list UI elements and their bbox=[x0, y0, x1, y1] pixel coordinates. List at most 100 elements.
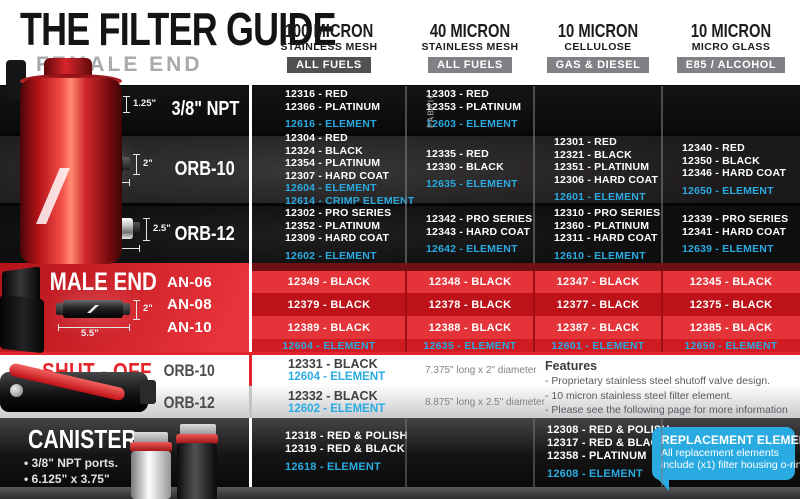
aeromotive-logo-mark bbox=[82, 99, 94, 108]
part-number: 12385 - BLACK bbox=[689, 321, 773, 334]
callout-title: REPLACEMENT ELEMENTS bbox=[661, 433, 800, 447]
female-cell: 12335 - RED 12330 - BLACK 12635 - ELEMENT bbox=[426, 136, 534, 203]
shut-off-size: 7.375" long x 2" diameter bbox=[425, 354, 540, 386]
part-number: 12389 - BLACK bbox=[287, 321, 371, 334]
canister-bullet: • 3/8" NPT ports. bbox=[24, 456, 118, 470]
female-cell: FABRIC 12303 - RED 12353 - PLATINUM 12603 -… bbox=[426, 86, 534, 133]
element-part-number: 12616 - ELEMENT bbox=[285, 118, 377, 131]
part-number: 12306 - HARD COAT bbox=[554, 173, 659, 186]
element-part-number: 12604 - ELEMENT bbox=[285, 182, 377, 194]
part-number: 12304 - RED bbox=[285, 132, 348, 144]
element-part-number: 12604 - ELEMENT bbox=[282, 339, 376, 352]
female-cell: 12301 - RED 12321 - BLACK 12351 - PLATINUM… bbox=[554, 136, 662, 203]
fabric-note: FABRIC bbox=[426, 91, 436, 128]
male-column-divider bbox=[405, 271, 407, 352]
male-cell: 12378 - BLACK bbox=[406, 293, 534, 316]
filter-photo-red: 1.25" 3.5" bbox=[56, 96, 160, 137]
callout-text-line: All replacement elements bbox=[661, 447, 779, 459]
part-number: 12342 - PRO SERIES bbox=[426, 213, 533, 226]
filter-end-cap bbox=[111, 98, 120, 109]
part-number: 12303 - RED bbox=[426, 88, 489, 101]
bottom-strip bbox=[0, 487, 800, 499]
feature-item: - Please see the following page for more… bbox=[545, 404, 788, 416]
part-number: 12358 - PLATINUM bbox=[547, 449, 647, 462]
part-number: 12311 - HARD COAT bbox=[554, 232, 658, 244]
male-cell: 12347 - BLACK bbox=[534, 271, 662, 293]
part-number: 12330 - BLACK bbox=[426, 160, 504, 173]
length-dimension-label: 3.5" bbox=[76, 121, 94, 132]
callout-tail bbox=[656, 477, 669, 491]
female-cell: 12340 - RED 12350 - BLACK 12346 - HARD COA… bbox=[682, 136, 800, 203]
height-dimension-label: 2" bbox=[143, 157, 153, 169]
part-number: 12309 - HARD COAT bbox=[285, 232, 390, 244]
male-stripe bbox=[252, 316, 800, 339]
shut-off-cell: 12331 - BLACK 12604 - ELEMENT bbox=[288, 354, 418, 386]
canister-column-divider bbox=[405, 418, 407, 487]
male-column-divider bbox=[661, 271, 663, 352]
length-dimension-label: 5.5" bbox=[81, 183, 99, 194]
column-title: 40 MICRON bbox=[429, 21, 511, 41]
part-number: 12302 - PRO SERIES bbox=[285, 207, 392, 219]
part-number: 12321 - BLACK bbox=[554, 148, 632, 161]
element-part-number: 12602 - ELEMENT bbox=[288, 402, 386, 415]
label-column-divider-bottom bbox=[249, 418, 252, 487]
filter-end-cap bbox=[131, 221, 140, 236]
male-end-top-band bbox=[252, 263, 800, 271]
part-number: 12377 - BLACK bbox=[556, 298, 640, 311]
shut-off-cell: 12332 - BLACK 12602 - ELEMENT bbox=[288, 386, 418, 418]
male-end-title: MALE END bbox=[49, 268, 157, 296]
female-row-orb-10: ORB-10 2" 5.5" 12304 - RED 12324 - BLACK 1235… bbox=[0, 132, 800, 207]
part-number: 12388 - BLACK bbox=[428, 321, 512, 334]
female-row-3-8--npt: 3/8" NPT 1.25" 3.5" 12316 - RED 12366 - PLAT… bbox=[0, 86, 800, 133]
height-dimension-label: 1.25" bbox=[133, 97, 156, 109]
part-number: 12360 - PLATINUM bbox=[554, 219, 650, 232]
male-stripe bbox=[252, 339, 800, 352]
female-cell bbox=[682, 86, 800, 133]
shut-off-row-label: ORB-12 bbox=[163, 393, 215, 412]
filter-end-cap bbox=[56, 98, 65, 109]
female-end-heading: FEMALE END bbox=[36, 53, 203, 76]
female-cell: 12316 - RED 12366 - PLATINUM 12616 - ELEME… bbox=[285, 86, 406, 133]
male-element-cell: 12604 - ELEMENT bbox=[252, 339, 406, 352]
male-element-cell: 12601 - ELEMENT bbox=[534, 339, 662, 352]
male-cell: 12377 - BLACK bbox=[534, 293, 662, 316]
part-number: 12345 - BLACK bbox=[689, 276, 773, 288]
column-subtitle: STAINLESS MESH bbox=[421, 41, 519, 53]
red-divider-rule bbox=[0, 352, 800, 355]
element-part-number: 12602 - ELEMENT bbox=[285, 249, 377, 262]
female-cell: 12339 - PRO SERIES 12341 - HARD COAT 12639… bbox=[682, 206, 800, 263]
shut-off-size: 8.875" long x 2.5" diameter bbox=[425, 386, 545, 418]
part-number: 12310 - PRO SERIES bbox=[554, 207, 661, 219]
part-number: 12351 - PLATINUM bbox=[554, 161, 650, 173]
element-part-number: 12608 - ELEMENT bbox=[547, 467, 643, 480]
filter-end-cap bbox=[56, 157, 65, 170]
element-part-number: 12610 - ELEMENT bbox=[554, 249, 646, 262]
callout-text-line: include (x1) filter housing o-ring bbox=[661, 459, 800, 471]
male-cell: 12388 - BLACK bbox=[406, 316, 534, 339]
male-element-cell: 12635 - ELEMENT bbox=[406, 339, 534, 352]
column-header: 40 MICRON STAINLESS MESH ALL FUELS bbox=[406, 21, 534, 73]
shut-off-row-label: ORB-10 bbox=[163, 361, 215, 380]
female-column-divider bbox=[405, 86, 407, 263]
part-number: 12346 - HARD COAT bbox=[682, 167, 787, 179]
part-number: 12378 - BLACK bbox=[428, 298, 512, 311]
feature-item: - 10 micron stainless steel filter eleme… bbox=[545, 389, 733, 402]
canister-column-divider bbox=[533, 418, 535, 487]
male-stripe bbox=[252, 271, 800, 293]
features-title: Features bbox=[545, 359, 598, 373]
male-stripe bbox=[252, 293, 800, 316]
aeromotive-logo-mark bbox=[92, 224, 104, 233]
column-fuel-badge: E85 / ALCOHOL bbox=[676, 57, 786, 73]
female-cell: 12310 - PRO SERIES 12360 - PLATINUM 12311 … bbox=[554, 206, 662, 263]
part-number: 12335 - RED bbox=[426, 148, 489, 161]
part-number: 12366 - PLATINUM bbox=[285, 100, 381, 113]
row-label: 3/8" NPT bbox=[171, 97, 239, 120]
male-row-label: AN-08 bbox=[167, 296, 212, 313]
filter-body bbox=[63, 154, 123, 173]
dimension-line bbox=[133, 154, 140, 175]
column-fuel-badge: GAS & DIESEL bbox=[546, 57, 650, 73]
features-block: Features - Proprietary stainless steel sh… bbox=[545, 359, 788, 418]
element-part-number: 12604 - ELEMENT bbox=[288, 370, 386, 383]
filter-body bbox=[63, 218, 133, 239]
